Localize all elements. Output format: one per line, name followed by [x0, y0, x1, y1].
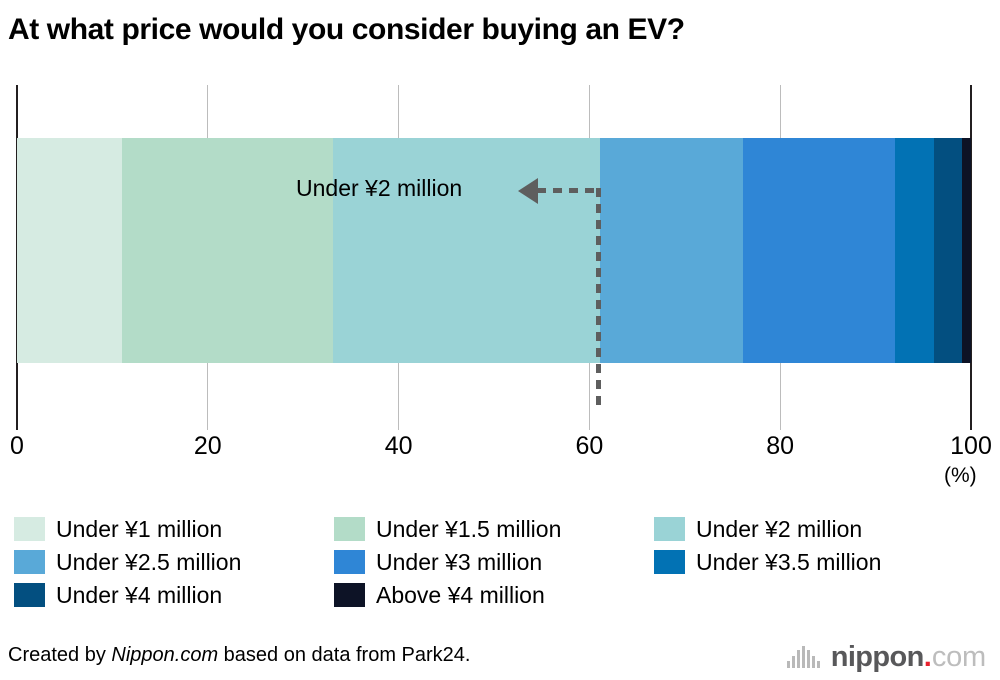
- footer-prefix: Created by: [8, 644, 112, 666]
- legend-item[interactable]: Above ¥4 million: [334, 578, 654, 611]
- legend-label: Under ¥3.5 million: [696, 548, 882, 575]
- legend-swatch: [654, 549, 685, 574]
- annotation-dashed-horizontal: [537, 188, 601, 193]
- annotation-dashed-vertical: [596, 188, 601, 406]
- legend-swatch: [14, 582, 45, 607]
- legend-swatch: [334, 516, 365, 541]
- bar-segment: [599, 138, 743, 363]
- x-tick-label: 20: [193, 432, 222, 460]
- legend-item[interactable]: Under ¥1 million: [14, 512, 334, 545]
- legend-label: Under ¥2.5 million: [56, 548, 242, 575]
- legend-label: Under ¥3 million: [376, 548, 543, 575]
- x-tick-label: 60: [575, 432, 604, 460]
- footer-source: Nippon.com: [111, 644, 219, 666]
- legend-label: Above ¥4 million: [376, 581, 545, 608]
- legend-swatch: [334, 549, 365, 574]
- bar-segment: [933, 138, 963, 363]
- legend-label: Under ¥1 million: [56, 515, 223, 542]
- legend-swatch: [654, 516, 685, 541]
- legend-label: Under ¥2 million: [696, 515, 863, 542]
- legend-swatch: [334, 582, 365, 607]
- legend-label: Under ¥1.5 million: [376, 515, 562, 542]
- x-axis-ticks: 0 20 40 60 80 100: [0, 432, 1000, 468]
- bar-segment: [742, 138, 895, 363]
- footer-credit: Created by Nippon.com based on data from…: [8, 644, 470, 667]
- x-tick-label: 0: [10, 432, 24, 460]
- stacked-bar: [17, 138, 971, 363]
- footer-suffix: based on data from Park24.: [218, 644, 471, 666]
- legend-item[interactable]: Under ¥1.5 million: [334, 512, 654, 545]
- bar-segment: [17, 138, 122, 363]
- page-title: At what price would you consider buying …: [8, 13, 685, 46]
- logo-tld: com: [931, 640, 986, 673]
- legend-item[interactable]: Under ¥2 million: [654, 512, 986, 545]
- bar-segment: [962, 138, 971, 363]
- left-arrow-icon: [518, 178, 538, 204]
- axis-right-line: [970, 85, 972, 430]
- logo-word: nippon: [830, 640, 925, 673]
- legend-item[interactable]: Under ¥3 million: [334, 545, 654, 578]
- chart-legend: Under ¥1 million Under ¥1.5 million Under …: [14, 512, 986, 611]
- logo-equalizer-icon: [786, 646, 822, 668]
- legend-item[interactable]: Under ¥4 million: [14, 578, 334, 611]
- bar-segment: [332, 138, 600, 363]
- nippon-logo[interactable]: nippon. com: [786, 640, 986, 673]
- legend-swatch: [14, 516, 45, 541]
- logo-dot: .: [923, 640, 932, 673]
- chart-plot-area: Under ¥2 million: [0, 85, 1000, 430]
- legend-item[interactable]: Under ¥2.5 million: [14, 545, 334, 578]
- legend-item[interactable]: Under ¥3.5 million: [654, 545, 986, 578]
- legend-label: Under ¥4 million: [56, 581, 223, 608]
- x-tick-label: 80: [766, 432, 795, 460]
- legend-swatch: [14, 549, 45, 574]
- bar-segment: [121, 138, 333, 363]
- annotation-label: Under ¥2 million: [296, 175, 463, 201]
- x-axis-unit: (%): [944, 464, 977, 487]
- x-tick-label: 100: [950, 432, 992, 460]
- x-tick-label: 40: [384, 432, 413, 460]
- bar-segment: [894, 138, 934, 363]
